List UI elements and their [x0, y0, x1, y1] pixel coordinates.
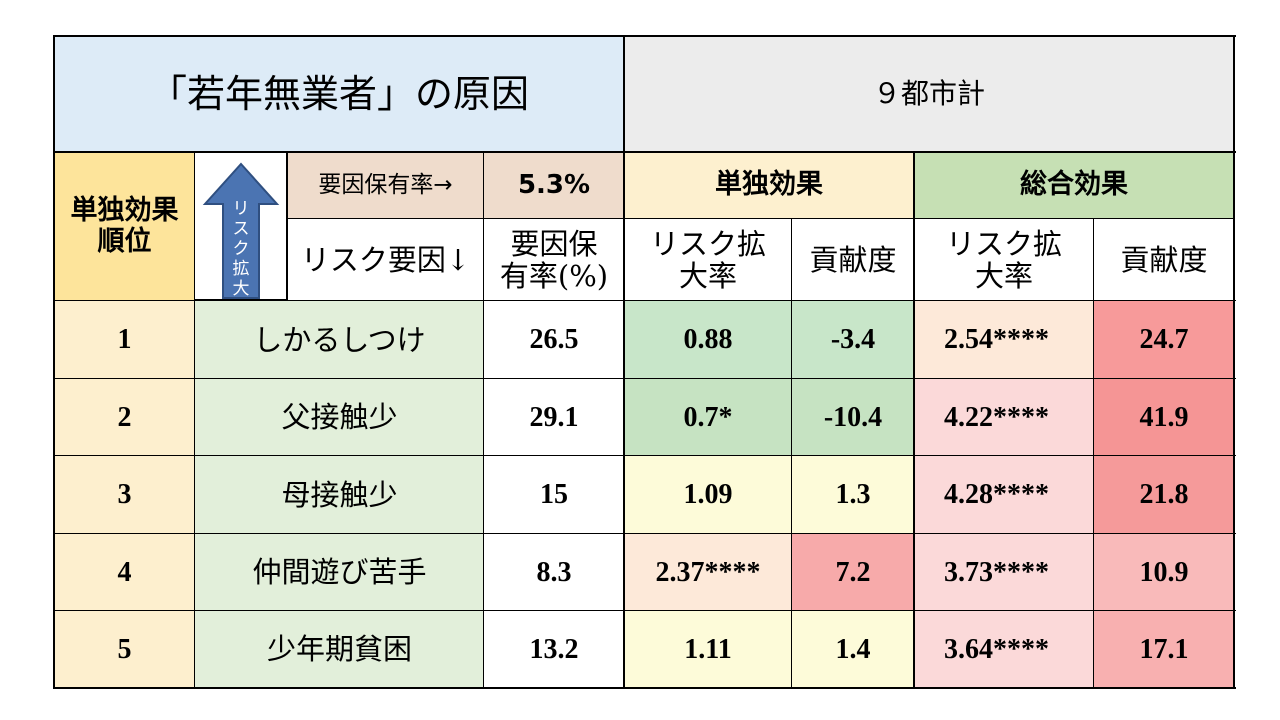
- vline-main: [623, 35, 625, 689]
- rate-cell: 15: [484, 456, 624, 534]
- total-contribution-cell: 17.1: [1094, 611, 1234, 688]
- rank-cell: 2: [54, 379, 195, 456]
- hline: [53, 533, 1236, 534]
- risk-factor-label: リスク要因↓: [287, 219, 484, 301]
- arrow-char: 大: [233, 279, 250, 299]
- factor-rate-value: 5.3%: [484, 152, 624, 219]
- single-risk-ratio-cell: 0.7*: [624, 379, 792, 456]
- single-effect-header: 単独効果: [624, 152, 914, 219]
- total-contribution-cell: 10.9: [1094, 534, 1234, 611]
- single-contribution-cell: 7.2: [792, 534, 914, 611]
- total-risk-ratio-cell: 3.64****: [914, 611, 1094, 688]
- hline: [53, 378, 1236, 379]
- rank-cell: 3: [54, 456, 195, 534]
- risk-arrow: リスク拡大: [195, 152, 287, 301]
- hline: [624, 218, 1234, 219]
- rate-cell: 13.2: [484, 611, 624, 688]
- total-risk-ratio-cell: 4.28****: [914, 456, 1094, 534]
- hline: [53, 455, 1236, 456]
- border-left: [53, 35, 55, 689]
- arrow-box: [286, 152, 288, 301]
- vline: [791, 219, 792, 689]
- city-total-header: ９都市計: [624, 36, 1234, 152]
- hline: [53, 151, 1236, 153]
- arrow-char: ス: [233, 219, 250, 239]
- rank-cell: 5: [54, 611, 195, 688]
- factor-name-cell: しかるしつけ: [195, 301, 484, 379]
- factor-name-cell: 少年期貧困: [195, 611, 484, 688]
- arrow-char: 拡: [233, 259, 250, 279]
- single-contribution-cell: 1.3: [792, 456, 914, 534]
- single-risk-ratio-cell: 0.88: [624, 301, 792, 379]
- single-risk-ratio-cell: 1.11: [624, 611, 792, 688]
- rate-cell: 26.5: [484, 301, 624, 379]
- total-contribution-cell: 21.8: [1094, 456, 1234, 534]
- vline: [913, 152, 915, 689]
- total-effect-header: 総合効果: [914, 152, 1234, 219]
- arrow-char: ク: [233, 239, 250, 259]
- single-risk-ratio-cell: 2.37****: [624, 534, 792, 611]
- total-contribution-cell: 41.9: [1094, 379, 1234, 456]
- vline: [194, 152, 195, 689]
- vline: [483, 152, 484, 689]
- single-contribution-cell: 1.4: [792, 611, 914, 688]
- single-contribution-cell: -3.4: [792, 301, 914, 379]
- arrow-box: [195, 152, 287, 153]
- total-contribution-cell: 24.7: [1094, 301, 1234, 379]
- rate-cell: 29.1: [484, 379, 624, 456]
- arrow-label: リスク拡大: [233, 199, 250, 299]
- rate-pct-header: 要因保 有率(%): [484, 219, 624, 301]
- hline: [484, 218, 624, 219]
- hline: [53, 300, 1236, 301]
- factor-name-cell: 仲間遊び苦手: [195, 534, 484, 611]
- border-bottom: [53, 687, 1236, 689]
- factor-rate-label: 要因保有率→: [287, 152, 484, 219]
- total-risk-ratio-cell: 2.54****: [914, 301, 1094, 379]
- total-risk-ratio-cell: 4.22****: [914, 379, 1094, 456]
- single-contribution-cell: -10.4: [792, 379, 914, 456]
- total-risk-ratio-cell: 3.73****: [914, 534, 1094, 611]
- arrow-char: リ: [233, 199, 250, 219]
- factor-name-cell: 母接触少: [195, 456, 484, 534]
- single-risk-ratio-cell: 1.09: [624, 456, 792, 534]
- border-top: [53, 35, 1236, 37]
- single-contribution-header: 貢献度: [809, 242, 897, 277]
- hline: [53, 610, 1236, 611]
- table-title: 「若年無業者」の原因: [54, 36, 624, 152]
- rank-cell: 4: [54, 534, 195, 611]
- rate-cell: 8.3: [484, 534, 624, 611]
- border-right: [1233, 35, 1235, 689]
- arrow-box: [195, 299, 287, 301]
- up-arrow-icon: リスク拡大: [202, 162, 280, 299]
- total-risk-ratio-header: リスク拡 大率: [945, 226, 1062, 293]
- rank-cell: 1: [54, 301, 195, 379]
- vline: [1093, 219, 1094, 689]
- hline: [287, 218, 484, 219]
- factor-name-cell: 父接触少: [195, 379, 484, 456]
- total-contribution-header: 貢献度: [1120, 242, 1208, 277]
- single-risk-ratio-header: リスク拡 大率: [649, 226, 766, 293]
- rank-header: 単独効果 順位: [54, 152, 195, 301]
